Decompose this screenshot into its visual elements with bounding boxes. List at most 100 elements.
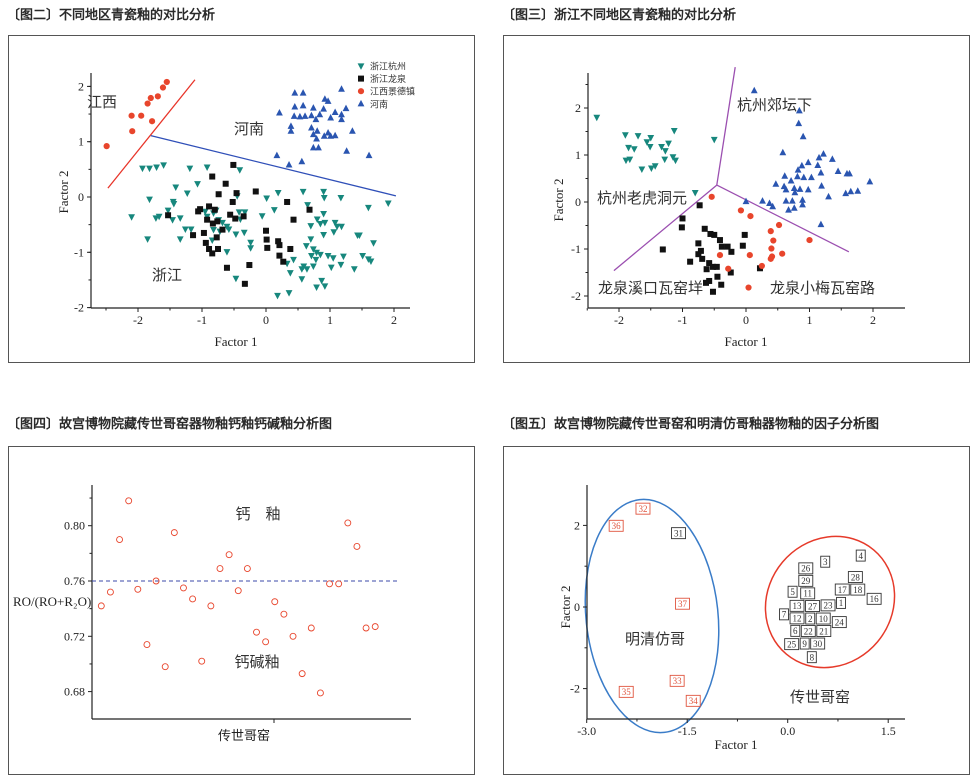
data-point-series-1 bbox=[818, 182, 825, 189]
annotation-henan: 河南 bbox=[234, 120, 264, 138]
data-point-series-0 bbox=[340, 253, 347, 261]
data-point-series-0 bbox=[625, 144, 632, 152]
data-point-series-0 bbox=[338, 223, 345, 231]
data-point-series-1 bbox=[223, 264, 230, 271]
data-point-series-0 bbox=[285, 290, 293, 297]
data-point-series-1 bbox=[276, 252, 283, 259]
data-point bbox=[243, 565, 251, 573]
data-point-series-1 bbox=[264, 244, 271, 251]
figure-5-title: 〔图五〕故宫博物院藏传世哥窑和明清仿哥釉器物釉的因子分析图 bbox=[502, 417, 880, 432]
data-point-series-0 bbox=[274, 292, 281, 300]
sample-label-box bbox=[779, 608, 789, 621]
data-point-series-0 bbox=[622, 157, 630, 165]
data-point-series-0 bbox=[225, 226, 233, 233]
legend-marker-3 bbox=[357, 99, 365, 107]
data-point bbox=[189, 595, 197, 603]
data-point bbox=[344, 519, 352, 527]
data-point-series-2 bbox=[163, 78, 170, 86]
data-point-series-3 bbox=[767, 255, 774, 262]
data-point-series-2 bbox=[706, 277, 713, 284]
data-point-series-2 bbox=[702, 279, 709, 286]
y-axis-title: Factor 2 bbox=[558, 586, 573, 629]
sample-label-text: 24 bbox=[835, 617, 845, 627]
data-point bbox=[152, 577, 160, 585]
data-point bbox=[353, 542, 361, 550]
sample-label-text: 8 bbox=[810, 652, 815, 662]
data-point-series-1 bbox=[782, 185, 790, 193]
sample-label-17: 17 bbox=[834, 583, 850, 596]
data-point-series-1 bbox=[834, 167, 842, 175]
figure-2-chart: 江西 河南 浙江 Factor 1 Factor 2 -2 -1 0 1 2 -2 -1 0 1… bbox=[56, 61, 415, 350]
sample-label-box bbox=[618, 685, 634, 698]
sample-label-text: 28 bbox=[851, 572, 861, 582]
data-point bbox=[371, 623, 379, 631]
data-point-series-2 bbox=[147, 94, 154, 102]
sample-label-5: 5 bbox=[787, 585, 798, 598]
data-point-series-3 bbox=[324, 97, 332, 104]
y-tick-label: 0 bbox=[575, 195, 581, 209]
data-point-series-1 bbox=[229, 198, 236, 205]
data-point-series-0 bbox=[691, 190, 699, 197]
data-point-series-0 bbox=[365, 204, 372, 212]
data-point bbox=[116, 536, 124, 543]
sample-label-37: 37 bbox=[675, 597, 690, 610]
data-point-series-3 bbox=[298, 157, 306, 165]
data-point bbox=[97, 602, 105, 610]
data-point-series-2 bbox=[727, 269, 734, 276]
data-point-series-0 bbox=[298, 266, 306, 273]
chuanshi-group-ellipse bbox=[764, 535, 896, 669]
sample-label-33: 33 bbox=[669, 674, 685, 687]
data-point-series-1 bbox=[742, 197, 750, 205]
sample-label-text: 36 bbox=[612, 521, 622, 531]
data-point-series-3 bbox=[806, 236, 813, 244]
data-point-series-2 bbox=[711, 231, 718, 238]
data-point-series-0 bbox=[630, 146, 638, 153]
boundary-right-line bbox=[716, 184, 850, 253]
sample-label-23: 23 bbox=[820, 599, 836, 612]
data-point-series-2 bbox=[696, 202, 703, 209]
sample-label-2: 2 bbox=[805, 612, 816, 625]
data-point-series-1 bbox=[204, 216, 211, 223]
data-point-series-0 bbox=[317, 220, 324, 228]
y-tick-label: -1 bbox=[571, 242, 581, 256]
sample-label-3: 3 bbox=[820, 555, 831, 568]
annotation-xiaomei: 龙泉小梅瓦窑路 bbox=[770, 279, 875, 297]
sample-label-text: 4 bbox=[858, 551, 863, 561]
data-point-series-1 bbox=[772, 180, 780, 187]
data-point-series-3 bbox=[308, 123, 315, 131]
data-point-series-3 bbox=[296, 112, 304, 120]
data-point-series-1 bbox=[215, 245, 221, 252]
data-point-series-0 bbox=[153, 164, 160, 172]
data-point-series-0 bbox=[236, 167, 244, 174]
sample-label-text: 6 bbox=[793, 626, 798, 636]
sample-label-box bbox=[787, 585, 798, 598]
data-point-series-3 bbox=[313, 135, 320, 142]
sample-label-6: 6 bbox=[790, 624, 801, 637]
sample-label-box bbox=[685, 694, 701, 707]
sample-label-box bbox=[820, 555, 831, 568]
data-point-series-0 bbox=[160, 162, 167, 169]
sample-label-text: 27 bbox=[808, 601, 818, 611]
data-point-series-0 bbox=[183, 190, 191, 198]
sample-label-box bbox=[805, 612, 816, 625]
data-point-series-2 bbox=[678, 224, 685, 231]
data-point-series-1 bbox=[804, 185, 812, 193]
data-point-series-3 bbox=[779, 250, 786, 257]
data-point-series-1 bbox=[794, 166, 802, 173]
y-axis-title: RO/(RO+R₂O) bbox=[13, 594, 91, 609]
data-point bbox=[253, 628, 260, 636]
data-point-series-0 bbox=[263, 195, 271, 203]
data-point bbox=[106, 588, 114, 596]
data-point-series-3 bbox=[291, 102, 299, 110]
data-point-series-2 bbox=[687, 258, 694, 265]
data-point-series-3 bbox=[315, 143, 322, 151]
data-point-series-0 bbox=[307, 236, 315, 243]
annotation-calcium-alkali-glaze: 钙碱釉 bbox=[234, 653, 279, 671]
y-tick-label: 2 bbox=[575, 101, 581, 115]
data-point-series-1 bbox=[232, 215, 239, 222]
data-point bbox=[216, 565, 224, 573]
data-point-series-3 bbox=[290, 112, 298, 119]
data-point-series-2 bbox=[695, 251, 702, 258]
figure-5-frame bbox=[503, 446, 970, 775]
data-point-series-2 bbox=[701, 225, 708, 232]
